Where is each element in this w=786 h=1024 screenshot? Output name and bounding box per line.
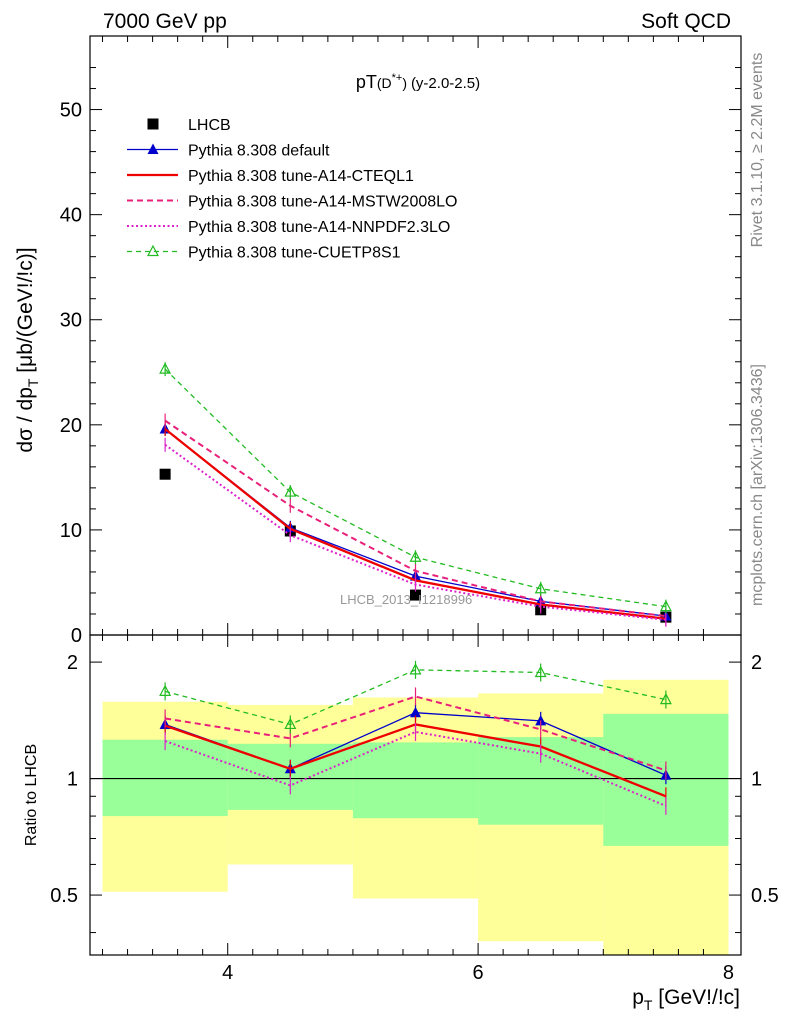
header-right: Soft QCD bbox=[641, 10, 731, 33]
y-axis-label: dσ / dpT [μb/(GeV!/!c)] bbox=[14, 247, 41, 452]
legend-label: Pythia 8.308 tune-CUETP8S1 bbox=[188, 245, 401, 262]
legend-item: Pythia 8.308 default bbox=[127, 143, 330, 160]
legend-label: Pythia 8.308 tune-A14-CTEQL1 bbox=[188, 168, 414, 185]
series-pythia-8-308-tune-cuetp8s1 bbox=[159, 362, 672, 614]
data-point bbox=[659, 599, 672, 612]
y-tick-label: 50 bbox=[60, 100, 82, 122]
legend: LHCB Pythia 8.308 default Pythia 8.308 tun… bbox=[127, 117, 457, 262]
header-left: 7000 GeV pp bbox=[103, 10, 227, 33]
legend-label: Pythia 8.308 tune-A14-MSTW2008LO bbox=[188, 194, 457, 211]
data-point bbox=[284, 485, 297, 497]
ratio-series-pythia-8-308-tune-a14-nnpdf2-3lo bbox=[164, 722, 667, 815]
x-tick-label: 6 bbox=[473, 962, 484, 984]
x-tick-label: 8 bbox=[723, 962, 734, 984]
legend-swatch-marker bbox=[147, 244, 159, 257]
ratio-data-point bbox=[410, 706, 421, 718]
series-pythia-8-308-tune-a14-nnpdf2-3lo bbox=[164, 437, 667, 627]
legend-swatch-marker bbox=[147, 118, 159, 130]
ratio-panel-marks: 0.5 0.5 1 1 2 2 4 6 8 bbox=[50, 634, 779, 984]
ratio-series-pythia-8-308-tune-a14-mstw2008lo bbox=[164, 687, 667, 780]
x-tick-label: 4 bbox=[222, 962, 233, 984]
legend-label: LHCB bbox=[188, 117, 231, 134]
main-panel-marks: 0 10 20 30 40 50 bbox=[60, 35, 742, 647]
data-point bbox=[159, 468, 171, 480]
ratio-data-point bbox=[409, 663, 422, 675]
data-point bbox=[409, 550, 422, 562]
y-tick-label: 20 bbox=[60, 415, 82, 437]
ratio-data-point bbox=[659, 692, 672, 705]
legend-item: LHCB bbox=[147, 117, 231, 134]
legend-swatch-marker bbox=[147, 143, 159, 154]
ratio-y-tick-label-right: 2 bbox=[751, 652, 762, 674]
ratio-series-line bbox=[164, 669, 667, 726]
mcplots-label: mcplots.cern.ch [arXiv:1306.3436] bbox=[749, 364, 766, 606]
ratio-data-point bbox=[534, 665, 547, 678]
x-axis-label: pT [GeV!/!c] bbox=[632, 986, 740, 1013]
legend-item: Pythia 8.308 tune-A14-NNPDF2.3LO bbox=[127, 219, 450, 236]
data-point bbox=[534, 581, 547, 594]
data-point bbox=[159, 362, 172, 374]
legend-label: Pythia 8.308 default bbox=[188, 143, 330, 160]
legend-label: Pythia 8.308 tune-A14-NNPDF2.3LO bbox=[188, 219, 450, 236]
ratio-y-tick-label: 2 bbox=[67, 652, 78, 674]
main-panel: 0 10 20 30 40 50 pT(D*+) (y-2.0-2.5) dσ / dpT… bbox=[14, 35, 742, 647]
ratio-y-tick-label: 0.5 bbox=[50, 885, 78, 907]
ratio-y-tick-label: 1 bbox=[67, 769, 78, 791]
ratio-data-point bbox=[284, 717, 297, 730]
ratio-series-pythia-8-308-tune-cuetp8s1 bbox=[159, 660, 672, 734]
analysis-watermark: LHCB_2013_I1218996 bbox=[340, 592, 472, 607]
y-tick-label: 30 bbox=[60, 310, 82, 332]
ratio-y-tick-label-right: 1 bbox=[751, 769, 762, 791]
chart-title: pT(D*+) (y-2.0-2.5) bbox=[356, 72, 480, 92]
ratio-series-line bbox=[164, 695, 667, 772]
rivet-version-label: Rivet 3.1.10, ≥ 2.2M events bbox=[749, 53, 766, 248]
legend-item: Pythia 8.308 tune-A14-CTEQL1 bbox=[127, 168, 414, 185]
ratio-data-point bbox=[535, 714, 547, 726]
ratio-data-point bbox=[159, 684, 172, 696]
y-tick-label: 10 bbox=[60, 520, 82, 542]
ratio-series-line bbox=[164, 730, 667, 807]
uncertainty-band-inner bbox=[352, 742, 479, 819]
ratio-panel: 0.5 0.5 1 1 2 2 4 6 8 Ratio to LHCB pT [GeV!/!c] bbox=[23, 634, 779, 1013]
ratio-frame bbox=[89, 634, 742, 956]
uncertainty-band-inner bbox=[102, 739, 228, 817]
y-tick-label: 0 bbox=[71, 625, 82, 647]
ratio-y-tick-label-right: 0.5 bbox=[751, 885, 779, 907]
ratio-y-axis-label: Ratio to LHCB bbox=[23, 744, 40, 846]
legend-item: Pythia 8.308 tune-A14-MSTW2008LO bbox=[127, 194, 457, 211]
y-tick-label: 40 bbox=[60, 205, 82, 227]
legend-item: Pythia 8.308 tune-CUETP8S1 bbox=[127, 245, 401, 262]
data-point bbox=[410, 589, 421, 601]
